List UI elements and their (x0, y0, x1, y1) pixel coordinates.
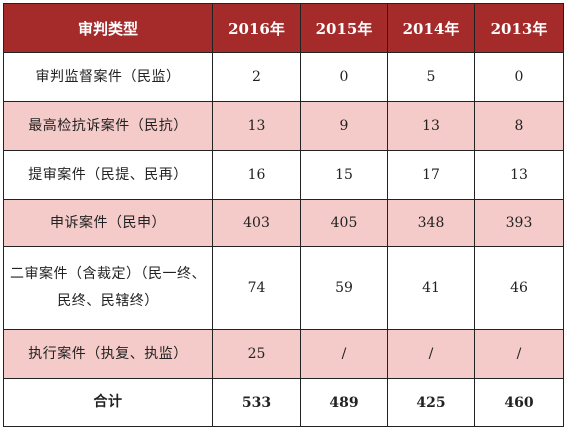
cell-2016: 16 (212, 150, 301, 200)
cell-2014: 348 (387, 199, 475, 247)
cell-2015: 59 (300, 246, 388, 330)
header-year-2014: 2014年 (387, 3, 475, 53)
cell-2013: 46 (474, 246, 564, 330)
cell-2015: / (300, 329, 388, 379)
table-row: 二审案件（含裁定）（民一终、民终、民辖终） 74 59 41 46 (3, 246, 564, 330)
cell-2013: / (474, 329, 564, 379)
cell-2015: 405 (300, 199, 388, 247)
total-row: 合计 533 489 425 460 (3, 378, 564, 427)
total-2014: 425 (387, 378, 475, 427)
header-year-2015: 2015年 (300, 3, 388, 53)
total-label: 合计 (3, 378, 213, 427)
row-case-type: 申诉案件（民申） (3, 199, 213, 247)
cell-2014: 17 (387, 150, 475, 200)
cell-2016: 2 (212, 52, 301, 102)
row-case-type: 审判监督案件（民监） (3, 52, 213, 102)
cell-2013: 393 (474, 199, 564, 247)
cell-2014: 13 (387, 101, 475, 151)
cell-2013: 13 (474, 150, 564, 200)
cell-2015: 0 (300, 52, 388, 102)
header-case-type: 审判类型 (3, 3, 213, 53)
header-year-2013: 2013年 (474, 3, 564, 53)
cell-2015: 9 (300, 101, 388, 151)
cell-2016: 25 (212, 329, 301, 379)
table-row: 执行案件（执复、执监） 25 / / / (3, 329, 564, 379)
cell-2015: 15 (300, 150, 388, 200)
cell-2014: 41 (387, 246, 475, 330)
row-case-type: 提审案件（民提、民再） (3, 150, 213, 200)
case-statistics-table: 审判类型 2016年 2015年 2014年 2013年 审判监督案件（民监） … (3, 3, 564, 427)
cell-2016: 13 (212, 101, 301, 151)
cell-2014: 5 (387, 52, 475, 102)
cell-2013: 8 (474, 101, 564, 151)
total-2015: 489 (300, 378, 388, 427)
table-header: 审判类型 2016年 2015年 2014年 2013年 (3, 3, 564, 53)
total-2016: 533 (212, 378, 301, 427)
table-row: 最高检抗诉案件（民抗） 13 9 13 8 (3, 101, 564, 151)
table-row: 提审案件（民提、民再） 16 15 17 13 (3, 150, 564, 200)
table-body: 审判监督案件（民监） 2 0 5 0 最高检抗诉案件（民抗） 13 9 13 8… (3, 52, 564, 427)
cell-2016: 74 (212, 246, 301, 330)
header-year-2016: 2016年 (212, 3, 301, 53)
row-case-type: 最高检抗诉案件（民抗） (3, 101, 213, 151)
table-row: 申诉案件（民申） 403 405 348 393 (3, 199, 564, 247)
cell-2014: / (387, 329, 475, 379)
cell-2016: 403 (212, 199, 301, 247)
header-row: 审判类型 2016年 2015年 2014年 2013年 (3, 3, 564, 53)
total-2013: 460 (474, 378, 564, 427)
table-row: 审判监督案件（民监） 2 0 5 0 (3, 52, 564, 102)
cell-2013: 0 (474, 52, 564, 102)
row-case-type: 执行案件（执复、执监） (3, 329, 213, 379)
row-case-type: 二审案件（含裁定）（民一终、民终、民辖终） (3, 246, 213, 330)
